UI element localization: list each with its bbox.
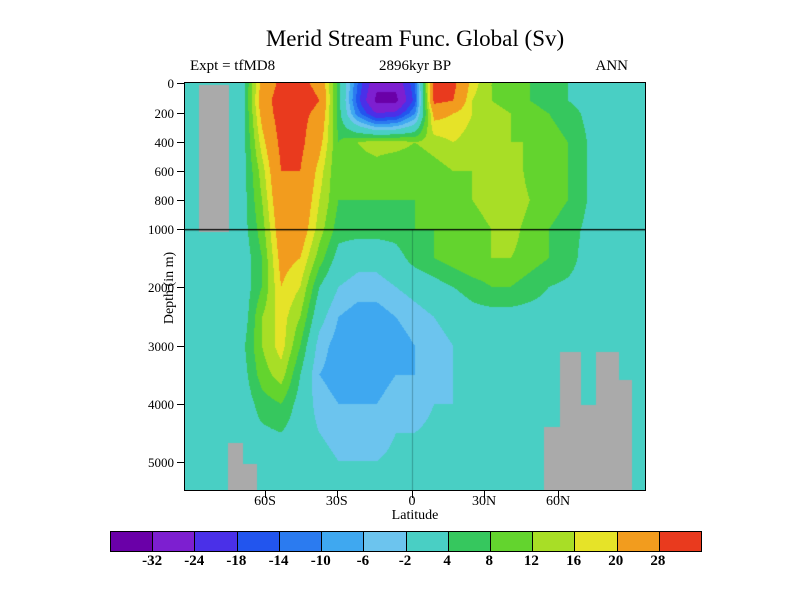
y-tick-label: 4000 xyxy=(148,397,174,413)
y-tick-label: 3000 xyxy=(148,338,174,354)
chart-title: Merid Stream Func. Global (Sv) xyxy=(265,26,565,51)
colorbar-tick-label: -2 xyxy=(398,553,412,569)
y-tick-mark xyxy=(177,112,184,114)
y-tick-mark xyxy=(177,170,184,172)
season-label: ANN xyxy=(595,58,629,74)
y-tick-mark xyxy=(177,142,184,143)
colorbar-tick-label: 16 xyxy=(566,553,582,569)
x-tick-label: 0 xyxy=(408,494,416,509)
colorbar-tick-label: -6 xyxy=(356,553,370,569)
y-tick-label: 800 xyxy=(154,192,175,208)
plot-area xyxy=(184,82,646,491)
colorbar-cell xyxy=(616,532,659,551)
y-tick-mark xyxy=(177,199,184,201)
y-tick-mark xyxy=(177,461,184,463)
colorbar-tick-label: -32 xyxy=(142,553,163,569)
colorbar-tick-label: -10 xyxy=(310,553,331,569)
y-tick-label: 600 xyxy=(154,163,175,179)
colorbar-cell xyxy=(532,532,575,551)
y-tick-label: 1000 xyxy=(148,222,174,238)
x-tick-label: 60S xyxy=(254,494,276,509)
time-label: 2896kyr BP xyxy=(378,58,452,74)
y-tick-label: 5000 xyxy=(148,454,174,470)
colorbar-tick-label: 8 xyxy=(485,553,494,569)
colorbar-cell xyxy=(321,532,364,551)
x-tick-label: 30S xyxy=(325,494,348,509)
y-tick-mark xyxy=(177,404,184,406)
colorbar-cell xyxy=(658,532,702,551)
x-tick-mark xyxy=(336,491,338,498)
y-tick-label: 0 xyxy=(167,76,175,91)
colorbar-cell xyxy=(111,532,153,551)
colorbar-cell xyxy=(152,532,195,551)
colorbar-cell xyxy=(236,532,279,551)
x-tick-mark xyxy=(484,491,485,498)
x-axis-title: Latitude xyxy=(391,508,439,523)
y-tick-label: 200 xyxy=(154,105,175,121)
y-tick-mark xyxy=(177,83,184,84)
colorbar-cell xyxy=(574,532,617,551)
colorbar-cell xyxy=(278,532,322,551)
colorbar xyxy=(110,531,702,552)
colorbar-tick-label: 28 xyxy=(650,553,666,569)
experiment-label: Expt = tfMD8 xyxy=(190,58,276,74)
x-tick-label: 60N xyxy=(545,494,571,509)
colorbar-tick-label: -24 xyxy=(184,553,205,569)
y-tick-label: 2000 xyxy=(148,279,174,295)
x-tick-label: 30N xyxy=(471,494,497,509)
colorbar-cell xyxy=(194,532,237,551)
y-tick-mark xyxy=(177,229,184,231)
y-tick-mark xyxy=(177,345,184,347)
colorbar-tick-label: -18 xyxy=(226,553,247,569)
x-tick-mark xyxy=(412,491,413,498)
colorbar-tick-label: 20 xyxy=(608,553,624,569)
colorbar-tick-label: 12 xyxy=(523,553,539,569)
y-tick-label: 400 xyxy=(154,135,175,150)
x-tick-mark xyxy=(558,491,560,498)
y-tick-mark xyxy=(177,286,184,288)
colorbar-cell xyxy=(489,532,533,551)
colorbar-cell xyxy=(447,532,490,551)
colorbar-tick-label: -14 xyxy=(268,553,289,569)
x-tick-mark xyxy=(265,491,267,498)
streamfunction-contour-field xyxy=(185,83,645,490)
colorbar-cell xyxy=(405,532,448,551)
colorbar-cell xyxy=(363,532,406,551)
colorbar-tick-label: 4 xyxy=(443,553,451,569)
